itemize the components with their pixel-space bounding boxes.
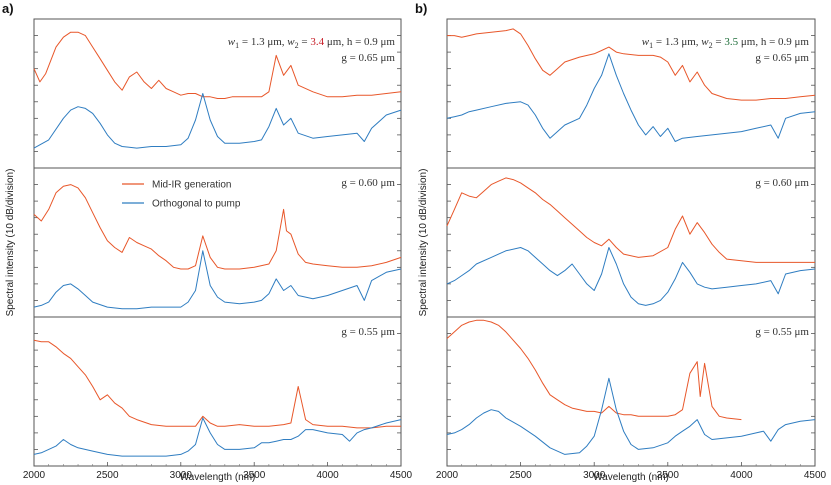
param-w2-sub: 2	[295, 41, 299, 50]
x-tick-label: 2500	[509, 470, 532, 481]
gap-label: g = 0.60 μm	[755, 177, 809, 189]
param-w1-value: 1.3 μm	[251, 36, 282, 48]
series-line-orthogonal	[33, 417, 402, 457]
param-sep: ,	[755, 36, 761, 48]
param-w2-value: 3.4	[310, 36, 324, 48]
params-annotation: w1 = 1.3 μm, w2 = 3.5 μm, h = 0.9 μm	[642, 36, 810, 50]
subplot: g = 0.55 μm	[446, 316, 816, 455]
legend-label-mid-ir: Mid-IR generation	[152, 180, 231, 191]
series-line-mid-ir	[33, 184, 402, 270]
series-line-orthogonal	[33, 93, 402, 149]
series-line-orthogonal	[446, 247, 816, 306]
series-line-orthogonal	[33, 250, 402, 310]
param-w2-symbol: w	[701, 36, 709, 48]
param-sep: ,	[696, 36, 702, 48]
param-sep: ,	[341, 36, 347, 48]
subplot: g = 0.65 μm	[33, 31, 402, 152]
param-sep: ,	[282, 36, 288, 48]
panel-label: a)	[2, 1, 14, 16]
y-axis-title: Spectral intensity (10 dB/division)	[418, 169, 429, 317]
x-tick-label: 3500	[243, 470, 266, 481]
x-tick-label: 3500	[657, 470, 680, 481]
series-line-mid-ir	[33, 31, 402, 99]
panel-b: b) g = 0.65 μm g = 0.60 μm g = 0.55 μm w1 = …	[415, 1, 827, 483]
subplot: g = 0.65 μm	[446, 28, 816, 152]
x-tick-label: 3000	[170, 470, 193, 481]
panel-a: a) g = 0.65 μm g = 0.60 μm g = 0.55 μm w1 = …	[2, 1, 413, 483]
param-eq: =	[299, 36, 311, 48]
params-annotation: w1 = 1.3 μm, w2 = 3.4 μm, h = 0.9 μm	[228, 36, 396, 50]
x-tick-label: 4500	[804, 470, 827, 481]
param-h: h = 0.9 μm	[347, 36, 396, 48]
param-w1-symbol: w	[642, 36, 650, 48]
param-eq: =	[239, 36, 251, 48]
param-w2-sub: 2	[709, 41, 713, 50]
series-line-mid-ir	[446, 177, 815, 263]
x-tick-label: 4000	[730, 470, 753, 481]
param-w2-unit: μm	[327, 36, 342, 48]
x-tick-label: 3000	[583, 470, 606, 481]
plot-frame	[446, 18, 816, 467]
series-line-mid-ir	[446, 319, 742, 421]
param-eq: =	[653, 36, 665, 48]
param-w1-sub: 1	[235, 41, 239, 50]
series-line-orthogonal	[446, 377, 816, 455]
param-w2-value: 3.5	[724, 36, 738, 48]
plot-frame	[33, 18, 402, 467]
series-line-mid-ir	[33, 339, 401, 429]
gap-label: g = 0.65 μm	[341, 52, 395, 64]
param-w2-symbol: w	[287, 36, 295, 48]
x-axis-title: Wavelength (nm)	[593, 472, 669, 483]
subplot: g = 0.60 μm	[33, 167, 402, 310]
x-tick-label: 2000	[436, 470, 459, 481]
legend-label-orthogonal: Orthogonal to pump	[152, 199, 241, 210]
param-w1-value: 1.3 μm	[665, 36, 696, 48]
param-w1-sub: 1	[649, 41, 653, 50]
x-tick-label: 2500	[96, 470, 119, 481]
param-h: h = 0.9 μm	[761, 36, 810, 48]
x-tick-label: 2000	[23, 470, 46, 481]
y-axis-title: Spectral intensity (10 dB/division)	[5, 169, 16, 317]
x-axis-title: Wavelength (nm)	[180, 472, 256, 483]
series-line-mid-ir	[447, 28, 816, 101]
subplot: g = 0.55 μm	[33, 316, 402, 457]
gap-label: g = 0.60 μm	[341, 177, 395, 189]
param-w2-unit: μm	[741, 36, 756, 48]
subplot: g = 0.60 μm	[446, 167, 816, 306]
series-line-orthogonal	[446, 53, 816, 142]
gap-label: g = 0.55 μm	[341, 326, 395, 338]
gap-label: g = 0.65 μm	[755, 52, 809, 64]
legend: Mid-IR generation Orthogonal to pump	[122, 180, 241, 210]
param-w1-symbol: w	[228, 36, 236, 48]
gap-label: g = 0.55 μm	[755, 326, 809, 338]
param-eq: =	[713, 36, 725, 48]
x-tick-label: 4000	[316, 470, 339, 481]
panel-label: b)	[415, 1, 427, 16]
x-tick-label: 4500	[390, 470, 413, 481]
